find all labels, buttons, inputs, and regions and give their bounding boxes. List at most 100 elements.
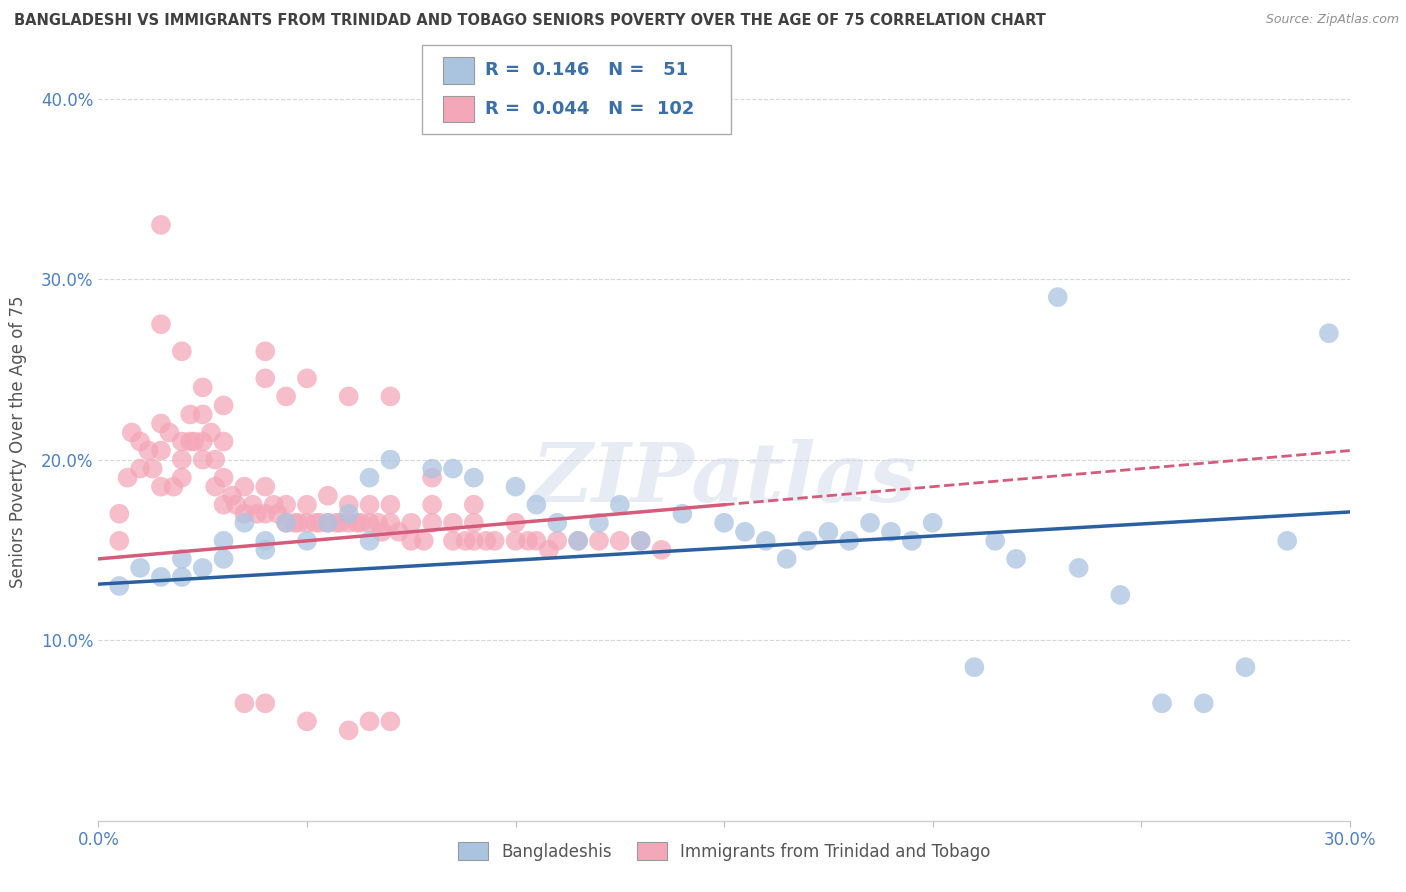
Point (150, 417, 173, 431)
Point (546, 533, 568, 548)
Point (150, 443, 173, 458)
Point (776, 552, 799, 566)
Point (401, 516, 423, 530)
Point (337, 498, 360, 512)
Point (420, 516, 443, 530)
Point (233, 696, 256, 710)
Point (295, 533, 318, 548)
Point (359, 533, 381, 548)
Point (454, 533, 477, 548)
Point (817, 524, 839, 539)
Point (921, 516, 943, 530)
Point (191, 561, 214, 575)
Point (1192, 696, 1215, 710)
Point (212, 399, 235, 413)
Point (329, 516, 352, 530)
Point (183, 434, 205, 449)
Point (1150, 696, 1173, 710)
Point (170, 434, 193, 449)
Text: BANGLADESHI VS IMMIGRANTS FROM TRINIDAD AND TOBAGO SENIORS POVERTY OVER THE AGE : BANGLADESHI VS IMMIGRANTS FROM TRINIDAD … (14, 13, 1046, 29)
Point (200, 425, 222, 440)
Point (246, 507, 269, 521)
Point (254, 371, 277, 385)
Point (212, 533, 235, 548)
Point (221, 489, 243, 503)
Point (325, 516, 347, 530)
Point (609, 498, 631, 512)
Point (984, 533, 1007, 548)
Point (242, 498, 264, 512)
Legend: Bangladeshis, Immigrants from Trinidad and Tobago: Bangladeshis, Immigrants from Trinidad a… (450, 834, 998, 869)
Point (108, 507, 131, 521)
Point (359, 714, 381, 729)
Point (567, 533, 589, 548)
Point (150, 317, 173, 331)
Point (287, 516, 309, 530)
Point (191, 434, 214, 449)
Point (150, 480, 173, 494)
Point (401, 533, 423, 548)
Point (204, 452, 226, 467)
Point (380, 516, 402, 530)
Point (484, 533, 506, 548)
Point (517, 533, 540, 548)
Point (283, 516, 305, 530)
Point (505, 516, 527, 530)
Point (359, 498, 381, 512)
Text: R =  0.044   N =  102: R = 0.044 N = 102 (485, 100, 695, 118)
Point (212, 552, 235, 566)
Point (212, 498, 235, 512)
Point (121, 425, 143, 440)
Point (388, 524, 411, 539)
Point (108, 579, 131, 593)
Point (129, 434, 152, 449)
Point (179, 434, 201, 449)
Point (1005, 552, 1028, 566)
Point (337, 516, 360, 530)
Point (380, 714, 402, 729)
Point (274, 516, 298, 530)
Point (170, 570, 193, 584)
Point (441, 533, 464, 548)
Point (150, 218, 173, 232)
Point (162, 480, 184, 494)
Point (420, 461, 443, 475)
Point (380, 389, 402, 403)
Point (796, 533, 818, 548)
Point (526, 498, 548, 512)
Point (308, 516, 330, 530)
Point (274, 498, 298, 512)
Point (651, 542, 673, 557)
Point (1277, 533, 1299, 548)
Point (420, 470, 443, 484)
Point (505, 533, 527, 548)
Point (630, 533, 652, 548)
Point (380, 452, 402, 467)
Point (254, 480, 277, 494)
Point (367, 516, 389, 530)
Point (630, 533, 652, 548)
Point (316, 516, 339, 530)
Point (191, 380, 214, 394)
Point (254, 507, 277, 521)
Point (1046, 290, 1069, 304)
Point (1234, 660, 1257, 674)
Point (337, 389, 360, 403)
Text: R =  0.146   N =   51: R = 0.146 N = 51 (485, 62, 688, 79)
Point (142, 461, 165, 475)
Point (588, 516, 610, 530)
Point (963, 660, 986, 674)
Point (441, 461, 464, 475)
Point (191, 408, 214, 422)
Point (463, 516, 485, 530)
Point (734, 524, 756, 539)
Point (157, 425, 180, 440)
Point (838, 533, 860, 548)
Point (191, 452, 214, 467)
Point (295, 516, 318, 530)
Point (233, 480, 256, 494)
Point (263, 498, 285, 512)
Point (463, 470, 485, 484)
Point (441, 516, 464, 530)
Point (150, 570, 173, 584)
